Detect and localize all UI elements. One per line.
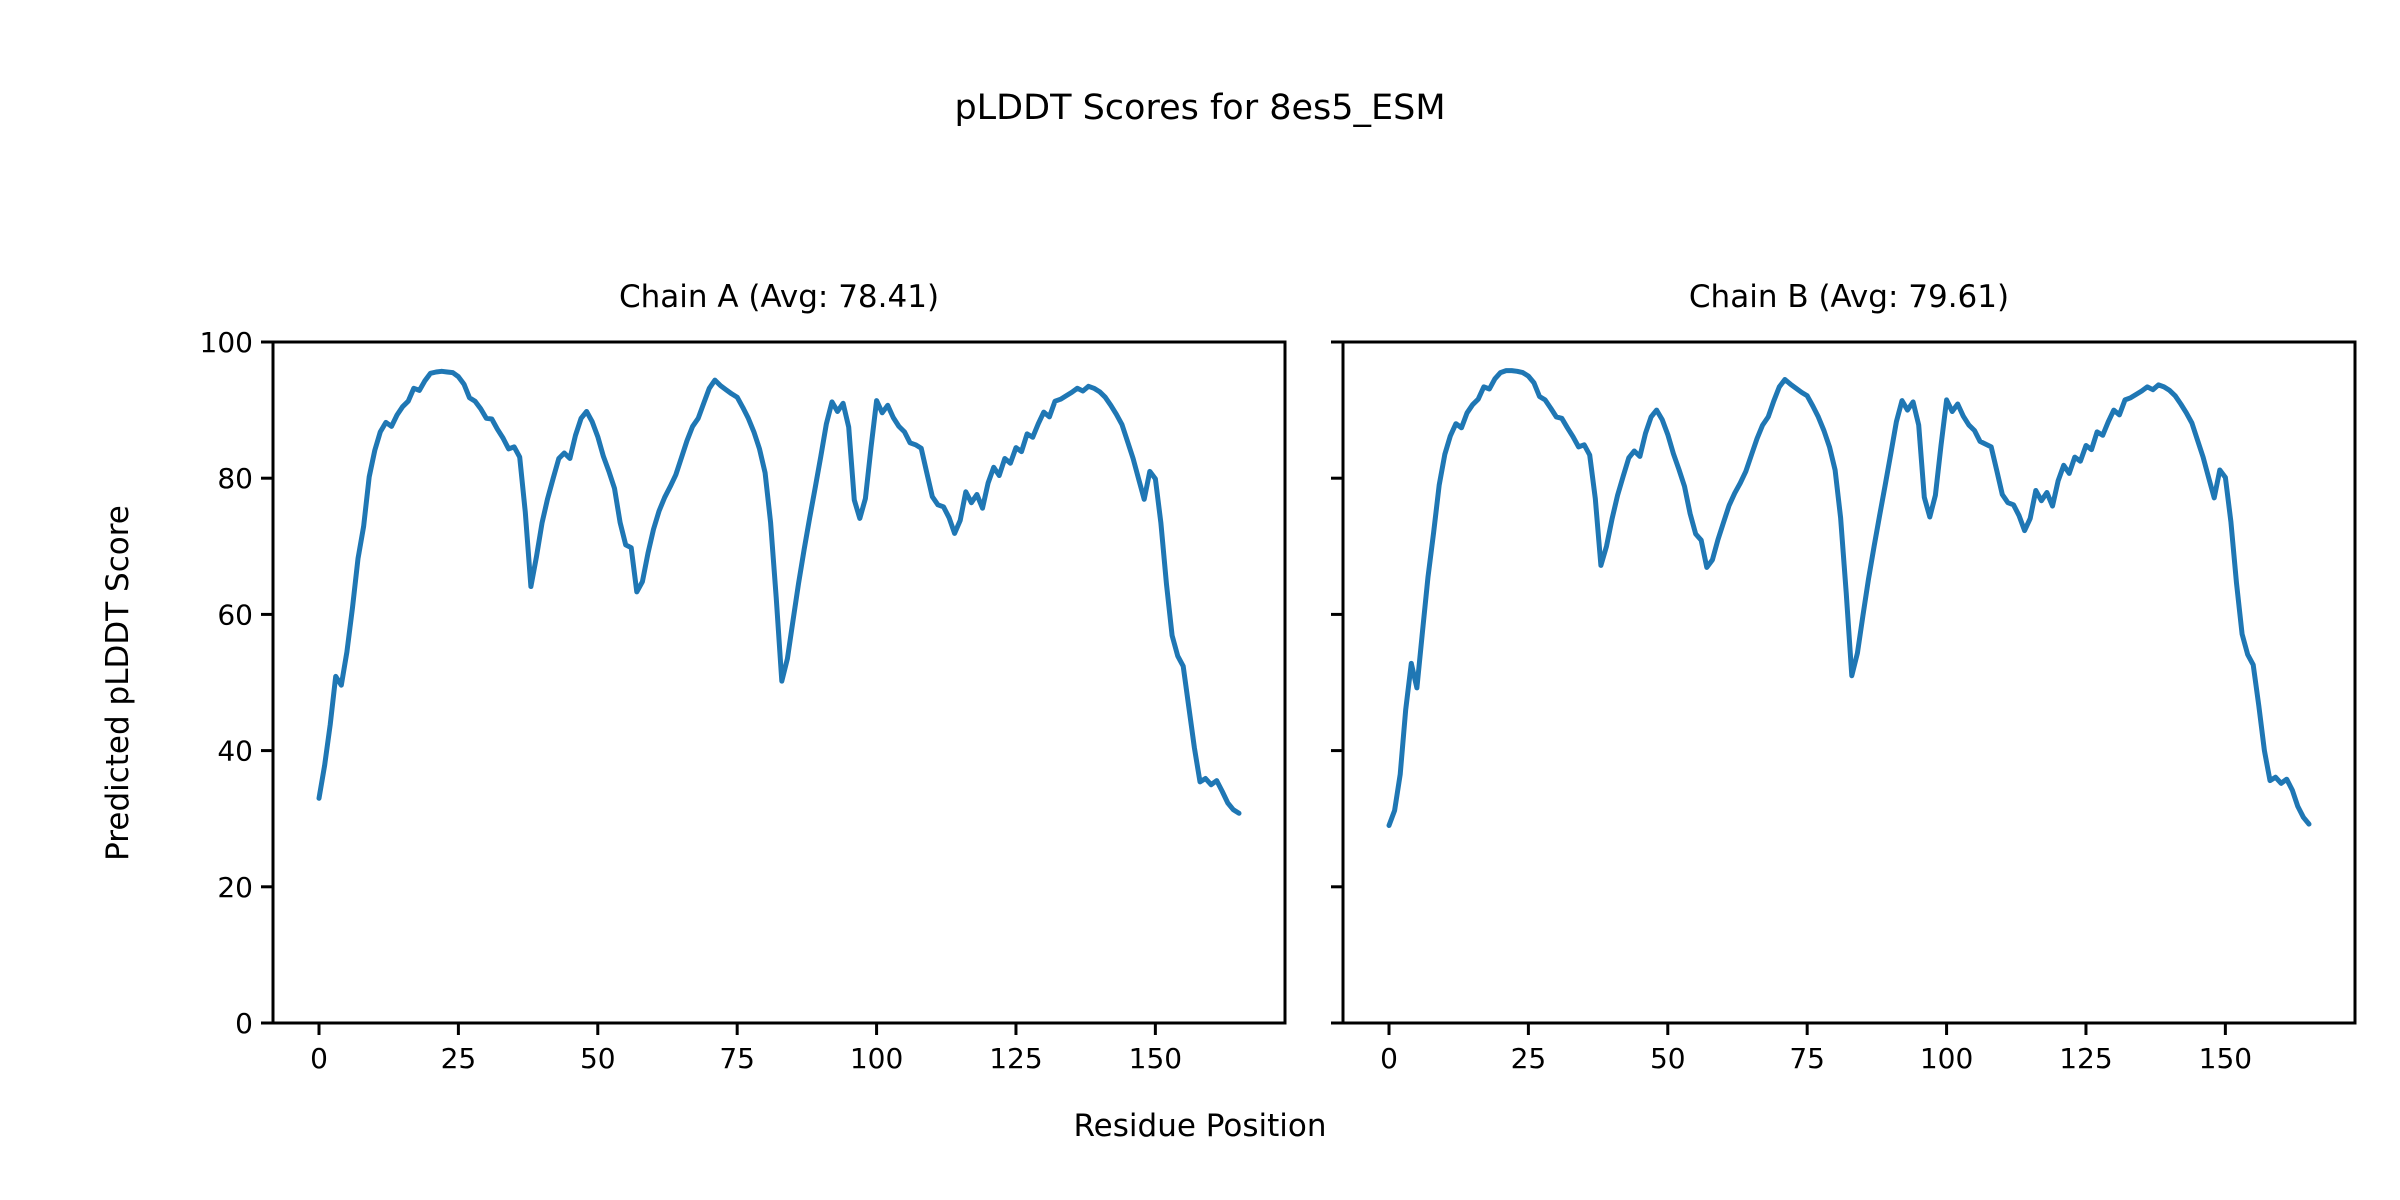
chain-b-x-tick-label: 0 xyxy=(1380,1042,1398,1075)
chain-a-axes-frame xyxy=(271,340,1287,1025)
chain-b-x-tick-label: 125 xyxy=(2059,1042,2112,1075)
chain-a-x-tick-label: 50 xyxy=(580,1042,616,1075)
chain-a-x-tick-label: 75 xyxy=(719,1042,755,1075)
chain-b-x-tick-label: 150 xyxy=(2199,1042,2252,1075)
chain-b-x-tick-label: 25 xyxy=(1511,1042,1547,1075)
chain-a-x-tick-label: 25 xyxy=(441,1042,477,1075)
chain-a-y-tick-label: 20 xyxy=(217,871,253,904)
chain-a-subplot-title: Chain A (Avg: 78.41) xyxy=(618,279,940,315)
chain-a-y-tick-label: 60 xyxy=(217,598,253,631)
chain-a-x-tick-label: 100 xyxy=(850,1042,903,1075)
chain-a-y-tick-label: 0 xyxy=(235,1007,253,1040)
chain-a-x-tick-label: 150 xyxy=(1129,1042,1182,1075)
chain-b-x-tick-label: 100 xyxy=(1920,1042,1973,1075)
chain-b-x-tick-label: 50 xyxy=(1650,1042,1686,1075)
plddt-line-chain-a xyxy=(316,368,1242,816)
y-axis-label: Predicted pLDDT Score xyxy=(100,505,136,861)
chain-a-x-tick-label: 125 xyxy=(989,1042,1042,1075)
plddt-line-chain-b xyxy=(1386,368,2312,828)
chain-b-axes-frame xyxy=(1341,340,2357,1025)
chain-a-y-tick-label: 40 xyxy=(217,735,253,768)
chain-a-x-tick-label: 0 xyxy=(310,1042,328,1075)
chain-b-x-tick-label: 75 xyxy=(1789,1042,1825,1075)
x-axis-label: Residue Position xyxy=(1073,1108,1327,1144)
chain-a-y-tick-label: 80 xyxy=(217,462,253,495)
figure-title: pLDDT Scores for 8es5_ESM xyxy=(954,88,1446,128)
chain-a-y-tick-label: 100 xyxy=(200,326,253,359)
chain-b-subplot-title: Chain B (Avg: 79.61) xyxy=(1688,279,2010,315)
